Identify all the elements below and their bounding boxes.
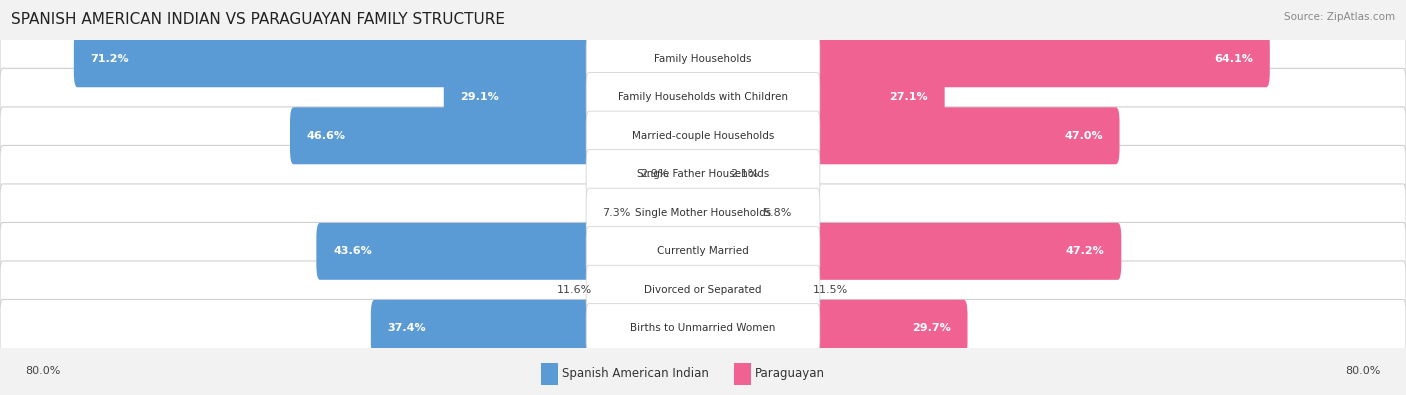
FancyBboxPatch shape [0, 145, 1406, 203]
FancyBboxPatch shape [586, 111, 820, 160]
FancyBboxPatch shape [0, 299, 1406, 357]
Text: 27.1%: 27.1% [890, 92, 928, 102]
FancyBboxPatch shape [589, 146, 678, 203]
FancyBboxPatch shape [0, 30, 1406, 88]
FancyBboxPatch shape [586, 150, 820, 199]
Text: Family Households: Family Households [654, 54, 752, 64]
FancyBboxPatch shape [444, 69, 592, 126]
FancyBboxPatch shape [814, 107, 1119, 164]
Text: Currently Married: Currently Married [657, 246, 749, 256]
Text: 46.6%: 46.6% [307, 131, 346, 141]
FancyBboxPatch shape [586, 227, 820, 276]
Text: 11.5%: 11.5% [813, 285, 848, 295]
FancyBboxPatch shape [73, 30, 592, 87]
Text: 2.1%: 2.1% [730, 169, 759, 179]
FancyBboxPatch shape [814, 223, 1122, 280]
FancyBboxPatch shape [721, 146, 817, 203]
FancyBboxPatch shape [589, 261, 602, 318]
Text: 47.0%: 47.0% [1064, 131, 1102, 141]
FancyBboxPatch shape [754, 184, 817, 241]
FancyBboxPatch shape [0, 107, 1406, 165]
FancyBboxPatch shape [290, 107, 592, 164]
FancyBboxPatch shape [0, 222, 1406, 280]
FancyBboxPatch shape [371, 300, 592, 357]
Text: 29.7%: 29.7% [912, 324, 950, 333]
FancyBboxPatch shape [0, 68, 1406, 126]
FancyBboxPatch shape [814, 30, 1270, 87]
Text: 80.0%: 80.0% [1346, 366, 1381, 376]
Text: Spanish American Indian: Spanish American Indian [562, 367, 709, 380]
FancyBboxPatch shape [586, 73, 820, 122]
Text: 64.1%: 64.1% [1215, 54, 1253, 64]
Text: Paraguayan: Paraguayan [755, 367, 825, 380]
Text: Married-couple Households: Married-couple Households [631, 131, 775, 141]
Text: Family Households with Children: Family Households with Children [619, 92, 787, 102]
FancyBboxPatch shape [0, 261, 1406, 319]
Text: Divorced or Separated: Divorced or Separated [644, 285, 762, 295]
Text: 7.3%: 7.3% [602, 208, 630, 218]
FancyBboxPatch shape [586, 304, 820, 353]
Text: Single Father Households: Single Father Households [637, 169, 769, 179]
FancyBboxPatch shape [589, 184, 638, 241]
Text: SPANISH AMERICAN INDIAN VS PARAGUAYAN FAMILY STRUCTURE: SPANISH AMERICAN INDIAN VS PARAGUAYAN FA… [11, 12, 505, 27]
Text: 11.6%: 11.6% [557, 285, 592, 295]
Text: 29.1%: 29.1% [461, 92, 499, 102]
Text: 71.2%: 71.2% [90, 54, 129, 64]
Text: 47.2%: 47.2% [1066, 246, 1105, 256]
Text: 80.0%: 80.0% [25, 366, 60, 376]
FancyBboxPatch shape [804, 261, 817, 318]
FancyBboxPatch shape [586, 188, 820, 237]
FancyBboxPatch shape [814, 69, 945, 126]
Text: 37.4%: 37.4% [388, 324, 426, 333]
FancyBboxPatch shape [586, 34, 820, 83]
Text: 2.9%: 2.9% [640, 169, 669, 179]
Text: Single Mother Households: Single Mother Households [636, 208, 770, 218]
Text: Source: ZipAtlas.com: Source: ZipAtlas.com [1284, 12, 1395, 22]
FancyBboxPatch shape [586, 265, 820, 314]
FancyBboxPatch shape [814, 300, 967, 357]
FancyBboxPatch shape [0, 184, 1406, 242]
Text: 43.6%: 43.6% [333, 246, 371, 256]
Text: 5.8%: 5.8% [762, 208, 792, 218]
FancyBboxPatch shape [316, 223, 592, 280]
Text: Births to Unmarried Women: Births to Unmarried Women [630, 324, 776, 333]
